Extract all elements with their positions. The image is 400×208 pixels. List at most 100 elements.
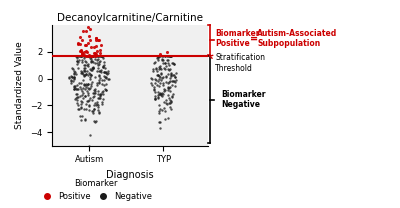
Point bbox=[73, 96, 79, 99]
Point bbox=[169, 61, 175, 64]
Point bbox=[89, 54, 96, 58]
Point bbox=[87, 76, 94, 79]
Point bbox=[155, 94, 162, 97]
Point bbox=[167, 54, 173, 58]
Point bbox=[95, 38, 101, 41]
Point bbox=[84, 54, 91, 58]
Point bbox=[89, 80, 95, 83]
Point bbox=[86, 28, 93, 31]
Point bbox=[101, 66, 108, 70]
Point bbox=[158, 67, 164, 70]
Point bbox=[90, 108, 97, 111]
Point bbox=[86, 56, 93, 60]
Point bbox=[96, 92, 103, 96]
Y-axis label: Standardized Value: Standardized Value bbox=[16, 41, 24, 129]
Point bbox=[95, 92, 101, 95]
Point bbox=[88, 54, 94, 57]
Point bbox=[86, 54, 92, 58]
Point bbox=[156, 65, 162, 68]
Point bbox=[78, 70, 85, 73]
Point bbox=[82, 66, 88, 69]
Point bbox=[169, 84, 176, 87]
Point bbox=[172, 72, 179, 75]
Point bbox=[172, 81, 178, 84]
Point bbox=[168, 72, 174, 75]
Point bbox=[157, 66, 163, 69]
Point bbox=[172, 75, 178, 79]
Point bbox=[71, 85, 78, 88]
Point bbox=[98, 55, 105, 58]
Point bbox=[72, 84, 78, 88]
Point bbox=[93, 103, 100, 106]
Point bbox=[155, 111, 162, 115]
Point bbox=[95, 63, 102, 66]
Point bbox=[84, 82, 91, 85]
Point bbox=[98, 100, 105, 103]
Point bbox=[152, 81, 158, 85]
Point bbox=[83, 54, 89, 57]
Point bbox=[79, 90, 85, 93]
Point bbox=[81, 66, 87, 69]
Point bbox=[155, 74, 161, 77]
Point bbox=[100, 89, 106, 92]
Point bbox=[92, 44, 99, 47]
Point bbox=[154, 83, 160, 87]
Point bbox=[92, 89, 98, 92]
Point bbox=[84, 84, 90, 87]
Point bbox=[83, 82, 89, 85]
Point bbox=[162, 61, 168, 64]
Point bbox=[71, 71, 78, 74]
Point bbox=[78, 82, 84, 85]
Point bbox=[86, 98, 93, 101]
Point bbox=[78, 106, 84, 110]
Point bbox=[80, 92, 86, 95]
Point bbox=[88, 46, 94, 49]
Point bbox=[155, 57, 162, 60]
Point bbox=[100, 56, 106, 59]
Point bbox=[160, 54, 166, 58]
Point bbox=[90, 109, 96, 113]
Point bbox=[98, 71, 104, 74]
Point bbox=[83, 73, 90, 76]
Point bbox=[81, 54, 88, 58]
Point bbox=[162, 110, 168, 113]
Point bbox=[102, 70, 109, 73]
Point bbox=[96, 81, 102, 84]
Point bbox=[162, 102, 169, 105]
Point bbox=[88, 69, 94, 72]
Point bbox=[96, 80, 102, 84]
Point bbox=[92, 54, 98, 58]
Point bbox=[78, 49, 84, 52]
Point bbox=[151, 85, 157, 88]
Point bbox=[152, 94, 158, 98]
Point bbox=[164, 102, 170, 105]
Point bbox=[155, 79, 161, 83]
Point bbox=[79, 71, 85, 75]
Point bbox=[88, 73, 94, 77]
Point bbox=[82, 88, 88, 91]
Point bbox=[93, 38, 100, 42]
Point bbox=[78, 103, 84, 106]
Point bbox=[152, 97, 158, 101]
Point bbox=[78, 71, 84, 75]
Point bbox=[160, 92, 166, 95]
Point bbox=[78, 114, 85, 117]
Point bbox=[78, 105, 84, 109]
Point bbox=[84, 90, 90, 93]
Point bbox=[87, 67, 94, 70]
Point bbox=[167, 80, 174, 83]
Point bbox=[148, 81, 154, 84]
Point bbox=[92, 57, 98, 61]
Point bbox=[90, 54, 96, 58]
Point bbox=[94, 50, 100, 53]
Point bbox=[100, 65, 106, 69]
Point bbox=[170, 92, 176, 96]
Point bbox=[73, 54, 80, 58]
Point bbox=[88, 54, 95, 58]
Point bbox=[162, 118, 168, 121]
Point bbox=[101, 78, 107, 82]
Point bbox=[97, 77, 104, 80]
Point bbox=[99, 102, 105, 105]
Point bbox=[71, 78, 78, 81]
Point bbox=[85, 62, 91, 66]
